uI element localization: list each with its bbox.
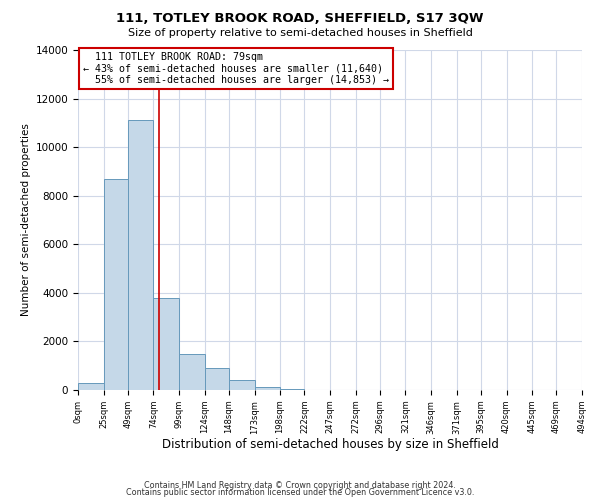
Bar	[128, 120, 154, 390]
Text: Contains public sector information licensed under the Open Government Licence v3: Contains public sector information licen…	[126, 488, 474, 497]
Y-axis label: Number of semi-detached properties: Number of semi-detached properties	[22, 124, 31, 316]
Text: Contains HM Land Registry data © Crown copyright and database right 2024.: Contains HM Land Registry data © Crown c…	[144, 480, 456, 490]
Bar	[179, 354, 205, 390]
Bar	[205, 368, 229, 390]
Bar	[229, 380, 254, 390]
Text: 111 TOTLEY BROOK ROAD: 79sqm
← 43% of semi-detached houses are smaller (11,640)
: 111 TOTLEY BROOK ROAD: 79sqm ← 43% of se…	[83, 52, 389, 85]
Text: 111, TOTLEY BROOK ROAD, SHEFFIELD, S17 3QW: 111, TOTLEY BROOK ROAD, SHEFFIELD, S17 3…	[116, 12, 484, 26]
Bar	[154, 298, 179, 390]
Bar	[280, 388, 304, 390]
Bar	[78, 382, 104, 390]
X-axis label: Distribution of semi-detached houses by size in Sheffield: Distribution of semi-detached houses by …	[161, 438, 499, 451]
Bar	[254, 387, 280, 390]
Bar	[104, 178, 128, 390]
Text: Size of property relative to semi-detached houses in Sheffield: Size of property relative to semi-detach…	[128, 28, 472, 38]
